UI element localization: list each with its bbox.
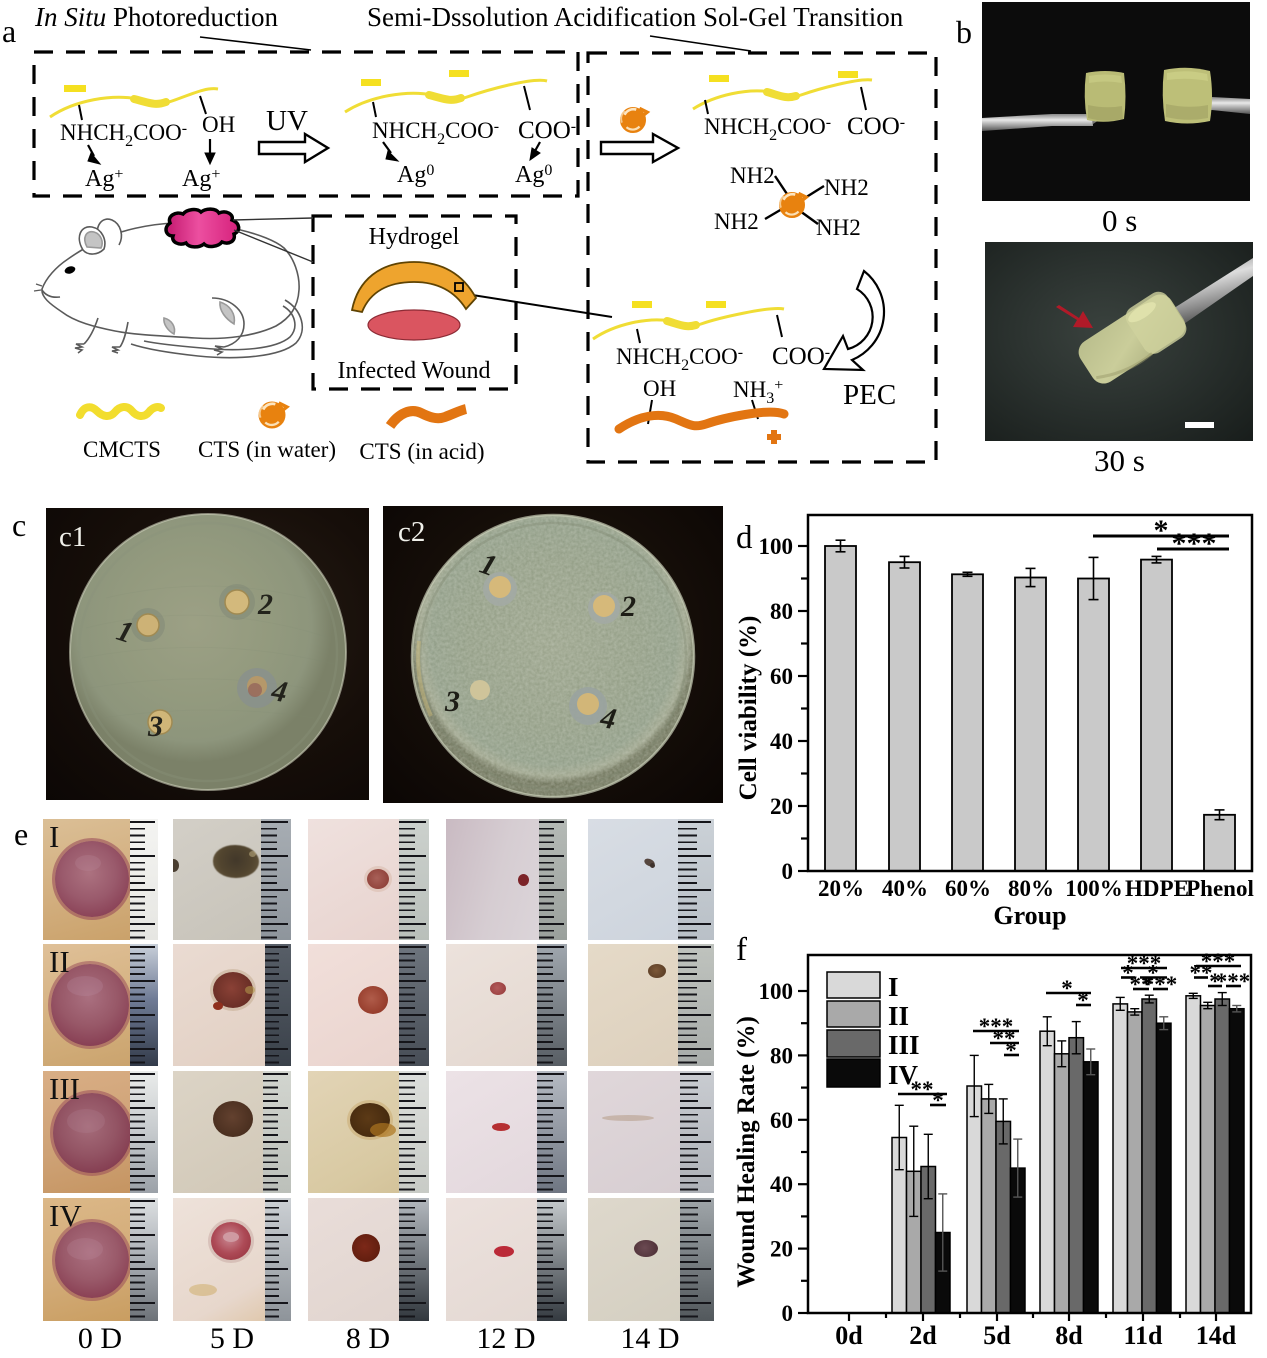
svg-text:2: 2 bbox=[620, 590, 636, 623]
svg-text:*: * bbox=[1122, 961, 1134, 986]
svg-text:100: 100 bbox=[759, 979, 794, 1004]
svg-text:20: 20 bbox=[770, 1237, 793, 1262]
svg-text:*: * bbox=[932, 1088, 944, 1113]
svg-text:**: ** bbox=[993, 1026, 1016, 1051]
svg-text:4: 4 bbox=[597, 701, 618, 736]
svg-text:4: 4 bbox=[268, 674, 289, 709]
svg-text:*: * bbox=[1077, 988, 1089, 1013]
svg-text:HDPE: HDPE bbox=[1125, 876, 1189, 901]
svg-text:14d: 14d bbox=[1196, 1321, 1237, 1350]
svg-text:Hydrogel: Hydrogel bbox=[369, 224, 460, 250]
svg-text:NH2: NH2 bbox=[714, 209, 759, 234]
svg-text:NHCH2COO-: NHCH2COO- bbox=[616, 344, 743, 374]
svg-text:Phenol: Phenol bbox=[1186, 876, 1254, 901]
svg-text:UV: UV bbox=[266, 105, 308, 137]
svg-text:0d: 0d bbox=[835, 1321, 863, 1350]
svg-text:**: ** bbox=[1190, 961, 1213, 986]
svg-text:20: 20 bbox=[770, 794, 793, 819]
svg-text:Semi-Dssolution Acidification: Semi-Dssolution Acidification Sol-Gel Tr… bbox=[367, 2, 904, 32]
svg-text:80: 80 bbox=[770, 1043, 793, 1068]
svg-text:*: * bbox=[1005, 1038, 1017, 1063]
svg-text:a: a bbox=[2, 13, 16, 49]
svg-text:COO-: COO- bbox=[847, 113, 905, 140]
svg-text:60%: 60% bbox=[945, 876, 991, 901]
svg-text:100: 100 bbox=[759, 534, 794, 559]
svg-text:I: I bbox=[888, 972, 899, 1002]
svg-text:**: ** bbox=[1130, 972, 1153, 997]
svg-text:CMCTS: CMCTS bbox=[83, 437, 161, 462]
svg-text:40%: 40% bbox=[882, 876, 928, 901]
svg-text:Ag+: Ag+ bbox=[85, 166, 123, 192]
svg-text:III: III bbox=[888, 1030, 920, 1060]
svg-text:In Situ Photoreduction: In Situ Photoreduction bbox=[34, 2, 278, 32]
svg-text:*: * bbox=[1209, 969, 1221, 994]
svg-text:40: 40 bbox=[770, 1172, 793, 1197]
svg-text:5d: 5d bbox=[983, 1321, 1011, 1350]
svg-text:***: *** bbox=[1201, 949, 1236, 974]
svg-text:***: *** bbox=[1172, 527, 1217, 560]
svg-text:60: 60 bbox=[770, 1108, 793, 1133]
svg-text:0: 0 bbox=[782, 1301, 794, 1326]
svg-text:***: *** bbox=[1216, 969, 1251, 994]
svg-text:NH2: NH2 bbox=[824, 175, 869, 200]
svg-text:*: * bbox=[1147, 961, 1159, 986]
svg-text:*: * bbox=[1154, 514, 1169, 547]
svg-text:CTS (in water): CTS (in water) bbox=[198, 437, 336, 462]
svg-text:Ag0: Ag0 bbox=[397, 162, 434, 188]
svg-text:OH: OH bbox=[202, 112, 235, 137]
svg-text:***: *** bbox=[979, 1014, 1014, 1039]
svg-text:NHCH2COO-: NHCH2COO- bbox=[60, 120, 187, 150]
svg-text:COO-: COO- bbox=[518, 117, 576, 144]
svg-text:100%: 100% bbox=[1065, 876, 1123, 901]
svg-text:3: 3 bbox=[444, 685, 460, 718]
svg-text:20%: 20% bbox=[818, 876, 864, 901]
svg-text:NHCH2COO-: NHCH2COO- bbox=[704, 114, 831, 144]
svg-text:**: ** bbox=[911, 1077, 934, 1102]
svg-text:2: 2 bbox=[257, 588, 273, 621]
svg-text:80%: 80% bbox=[1008, 876, 1054, 901]
svg-text:40: 40 bbox=[770, 729, 793, 754]
svg-text:d: d bbox=[736, 520, 753, 556]
svg-text:CTS (in acid): CTS (in acid) bbox=[359, 439, 484, 464]
svg-text:0: 0 bbox=[782, 859, 794, 884]
svg-text:Group: Group bbox=[993, 901, 1066, 930]
svg-text:*: * bbox=[1061, 976, 1073, 1001]
svg-text:80: 80 bbox=[770, 599, 793, 624]
svg-text:Ag+: Ag+ bbox=[182, 166, 220, 192]
svg-text:11d: 11d bbox=[1123, 1321, 1163, 1350]
svg-text:II: II bbox=[888, 1001, 909, 1031]
svg-text:NH3+: NH3+ bbox=[733, 377, 783, 407]
svg-text:Wound Healing Rate (%): Wound Healing Rate (%) bbox=[733, 1016, 760, 1288]
svg-text:COO-: COO- bbox=[772, 343, 830, 370]
svg-text:***: *** bbox=[1143, 972, 1178, 997]
svg-text:Ag0: Ag0 bbox=[515, 162, 552, 188]
svg-text:OH: OH bbox=[643, 376, 676, 401]
svg-text:3: 3 bbox=[147, 710, 163, 743]
svg-text:Cell viability (%): Cell viability (%) bbox=[735, 616, 762, 801]
svg-text:PEC: PEC bbox=[843, 379, 896, 411]
svg-text:2d: 2d bbox=[909, 1321, 937, 1350]
svg-text:Infected Wound: Infected Wound bbox=[338, 358, 491, 384]
svg-text:NHCH2COO-: NHCH2COO- bbox=[372, 118, 499, 148]
svg-text:IV: IV bbox=[888, 1060, 919, 1090]
svg-text:NH2: NH2 bbox=[730, 163, 775, 188]
svg-text:f: f bbox=[736, 932, 747, 968]
svg-text:60: 60 bbox=[770, 664, 793, 689]
svg-text:8d: 8d bbox=[1055, 1321, 1083, 1350]
svg-text:NH2: NH2 bbox=[816, 215, 861, 240]
